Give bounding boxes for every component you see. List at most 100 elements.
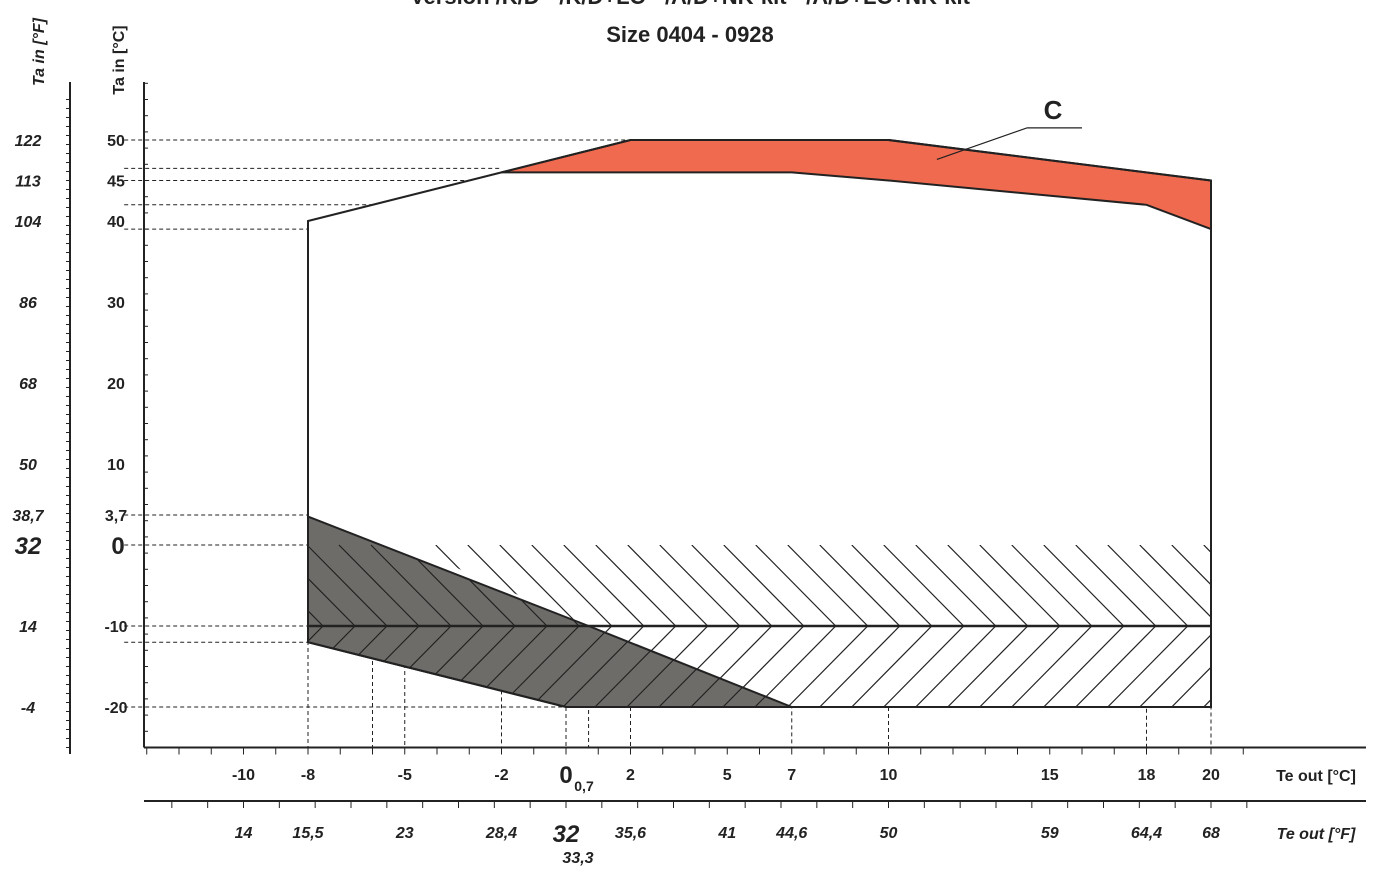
hatch-stripe — [1011, 626, 1093, 707]
x-tick-label-celsius: 10 — [880, 767, 898, 784]
y-tick-label-celsius: 45 — [107, 174, 125, 191]
hatch-stripe — [883, 626, 965, 707]
region-c-label: C — [1044, 95, 1063, 125]
x-tick-label-fahrenheit: 50 — [880, 825, 898, 842]
y-tick-label-celsius: 40 — [107, 214, 125, 231]
hatch-stripe — [1236, 626, 1316, 707]
hatch-stripe — [530, 625, 612, 707]
hatch-stripe — [819, 545, 901, 626]
x-tick-sublabel-fahrenheit: 33,3 — [562, 850, 593, 867]
hatch-stripe — [563, 545, 645, 626]
hatch-stripe — [1107, 626, 1189, 707]
x-tick-label-celsius: 2 — [626, 767, 635, 784]
y-tick-label-fahrenheit: 68 — [19, 376, 37, 393]
hatch-stripe — [755, 626, 837, 707]
x-tick-label-fahrenheit-zero: 32 — [553, 821, 580, 848]
x-tick-label-fahrenheit: 68 — [1202, 825, 1220, 842]
x-tick-label-celsius-zero: 0 — [559, 762, 572, 789]
x-tick-label-celsius: 15 — [1041, 767, 1059, 784]
chart-title-line-2: Size 0404 - 0928 — [606, 22, 774, 47]
hatch-stripe — [308, 544, 388, 627]
x-axis-title-fahrenheit: Te out [°F] — [1277, 826, 1356, 843]
x-tick-label-fahrenheit: 44,6 — [775, 825, 807, 842]
hatch-stripe — [308, 625, 324, 707]
hatch-stripe — [659, 545, 741, 626]
hatch-stripe — [179, 626, 259, 707]
y-tick-label-fahrenheit: 113 — [15, 174, 41, 191]
x-tick-label-celsius: 20 — [1202, 767, 1220, 784]
hatch-stripe — [787, 626, 869, 707]
y-tick-label-fahrenheit: 122 — [15, 133, 42, 150]
hatch-stripe — [947, 626, 1029, 707]
y-tick-label-fahrenheit-zero: 32 — [15, 533, 42, 560]
hatch-stripe — [915, 626, 997, 707]
hatch-stripe — [1171, 626, 1211, 707]
x-tick-label-celsius: 18 — [1138, 767, 1156, 784]
hatch-stripe — [1011, 545, 1093, 626]
hatch-stripe — [1236, 545, 1316, 626]
hatch-stripe — [308, 544, 324, 627]
hatch-stripe — [627, 545, 709, 626]
regions — [179, 127, 1348, 708]
x-tick-label-celsius: 5 — [723, 767, 732, 784]
x-tick-label-celsius: -5 — [398, 767, 412, 784]
hatch-stripe — [979, 626, 1061, 707]
x-axis-title-celsius: Te out [°C] — [1276, 768, 1356, 785]
y-tick-label-fahrenheit: 104 — [15, 214, 42, 231]
hatch-stripe — [915, 545, 997, 626]
x-tick-label-celsius: -10 — [232, 767, 255, 784]
hatch-stripe — [819, 626, 901, 707]
hatch-stripe — [1043, 545, 1125, 626]
y-tick-label-celsius-zero: 0 — [111, 533, 124, 560]
hatch-stripe — [499, 545, 581, 626]
hatch-stripe — [691, 545, 773, 626]
hatch-stripe — [851, 545, 933, 626]
hatch-stripe — [308, 544, 356, 627]
x-tick-label-celsius: 7 — [787, 767, 796, 784]
x-tick-label-fahrenheit: 15,5 — [292, 825, 324, 842]
x-tick-label-celsius: -8 — [301, 767, 315, 784]
y-tick-label-celsius: 30 — [107, 295, 125, 312]
hatch-stripe — [1139, 626, 1211, 707]
x-tick-label-fahrenheit: 41 — [717, 825, 736, 842]
hatch-stripe — [883, 545, 965, 626]
hatch-stripe — [723, 545, 805, 626]
hatch-stripe — [595, 545, 677, 626]
hatch-stripe — [755, 545, 837, 626]
hatch-stripe — [1075, 626, 1157, 707]
hatch-stripe — [787, 545, 869, 626]
y-tick-label-fahrenheit: 86 — [19, 295, 37, 312]
y-axis-title-fahrenheit: Ta in [°F] — [31, 17, 48, 86]
hatch-stripe — [1268, 626, 1348, 707]
hatch-stripe — [1171, 545, 1211, 626]
hatch-stripe — [851, 626, 933, 707]
x-tick-label-fahrenheit: 14 — [235, 825, 253, 842]
y-tick-label-fahrenheit: -4 — [21, 700, 35, 717]
hatch-stripe — [370, 544, 452, 627]
hatch-stripe — [979, 545, 1061, 626]
chart-title-line-1: Version /K/D - /K/D+LC - /A/D+NK-kit - /… — [410, 0, 971, 9]
hatch-stripe — [338, 544, 420, 627]
y-axis-title-celsius: Ta in [°C] — [111, 25, 128, 94]
y-tick-label-celsius: 50 — [107, 133, 125, 150]
y-tick-label-celsius: -10 — [104, 619, 127, 636]
hatch-stripe — [211, 545, 291, 626]
y-tick-label-fahrenheit: 50 — [19, 457, 37, 474]
envelope-fill — [308, 140, 1211, 707]
hatch-stripe — [1139, 545, 1211, 626]
x-tick-sublabel-celsius: 0,7 — [574, 778, 594, 794]
axes — [66, 82, 1366, 808]
hatch-stripe — [1107, 545, 1189, 626]
x-tick-label-fahrenheit: 59 — [1041, 825, 1059, 842]
x-tick-label-celsius: -2 — [494, 767, 508, 784]
y-tick-label-celsius: 20 — [107, 376, 125, 393]
y-tick-label-fahrenheit: 14 — [19, 619, 37, 636]
hatch-stripe — [531, 545, 613, 626]
y-tick-label-celsius: -20 — [104, 700, 127, 717]
hatch-stripe — [1268, 545, 1348, 626]
tick-labels: C5045403020103,7-10-20012211310486685038… — [12, 95, 1220, 867]
y-tick-label-celsius: 3,7 — [105, 508, 127, 525]
hatch-stripe — [211, 626, 291, 707]
hatch-stripe — [1203, 626, 1211, 707]
